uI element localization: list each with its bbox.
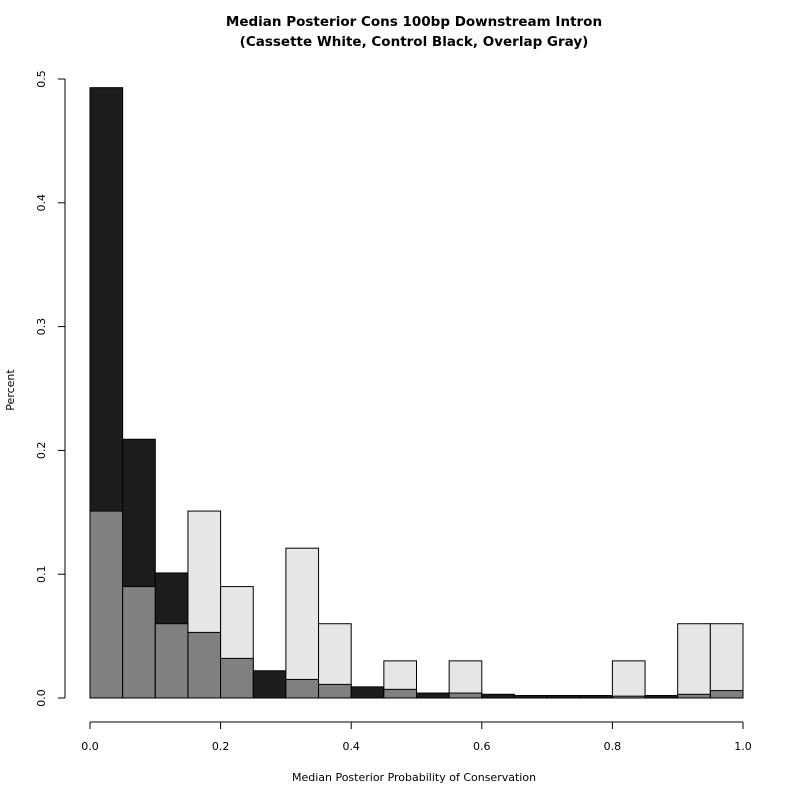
- overlap-bar-16: [611, 695, 646, 699]
- x-tick-label-4: 0.8: [604, 740, 622, 753]
- y-tick-label-2: 0.2: [35, 442, 48, 460]
- y-axis-label: Percent: [4, 369, 17, 411]
- overlap-bar-6: [285, 678, 320, 699]
- y-tick-label-4: 0.4: [35, 194, 48, 212]
- cassette-bar-18: [677, 623, 711, 699]
- overlap-bar-18: [677, 693, 711, 699]
- y-tick-label-0: 0.0: [35, 689, 48, 707]
- overlap-bar-4: [220, 657, 254, 699]
- x-tick-label-2: 0.4: [342, 740, 360, 753]
- y-axis: 0.0 0.1 0.2 0.3 0.4 0.5: [35, 70, 66, 707]
- x-tick-label-5: 1.0: [734, 740, 752, 753]
- x-axis: 0.0 0.2 0.4 0.6 0.8 1.0: [81, 721, 752, 753]
- cassette-bar-11: [448, 660, 483, 699]
- control-bar-10: [416, 692, 450, 699]
- chart-title: Median Posterior Cons 100bp Downstream I…: [226, 14, 602, 30]
- chart-subtitle: (Cassette White, Control Black, Overlap …: [240, 34, 589, 50]
- cassette-bar-19: [709, 623, 744, 699]
- control-bar-14: [546, 695, 581, 699]
- overlap-bar-0: [89, 510, 124, 699]
- overlap-bar-9: [383, 688, 418, 699]
- cassette-bar-6: [285, 547, 320, 699]
- control-bar-13: [513, 695, 548, 699]
- x-tick-label-1: 0.2: [212, 740, 230, 753]
- overlap-bar-3: [187, 631, 222, 699]
- cassette-bar-16: [611, 660, 646, 699]
- control-bar-8: [350, 686, 385, 699]
- overlap-bar-11: [448, 692, 483, 699]
- control-bar-12: [481, 693, 515, 699]
- y-tick-label-1: 0.1: [35, 565, 48, 583]
- overlap-bar-1: [122, 586, 156, 699]
- overlap-bar-2: [154, 623, 189, 699]
- bars-group: [89, 87, 744, 699]
- y-tick-label-3: 0.3: [35, 318, 48, 336]
- y-tick-label-5: 0.5: [35, 70, 48, 88]
- x-tick-label-3: 0.6: [473, 740, 491, 753]
- overlap-bar-7: [318, 683, 352, 699]
- control-bar-17: [644, 695, 679, 699]
- x-axis-label: Median Posterior Probability of Conserva…: [292, 771, 536, 784]
- x-tick-label-0: 0.0: [81, 740, 99, 753]
- control-bar-5: [252, 670, 287, 699]
- control-bar-15: [579, 695, 613, 699]
- overlap-bar-19: [709, 690, 744, 699]
